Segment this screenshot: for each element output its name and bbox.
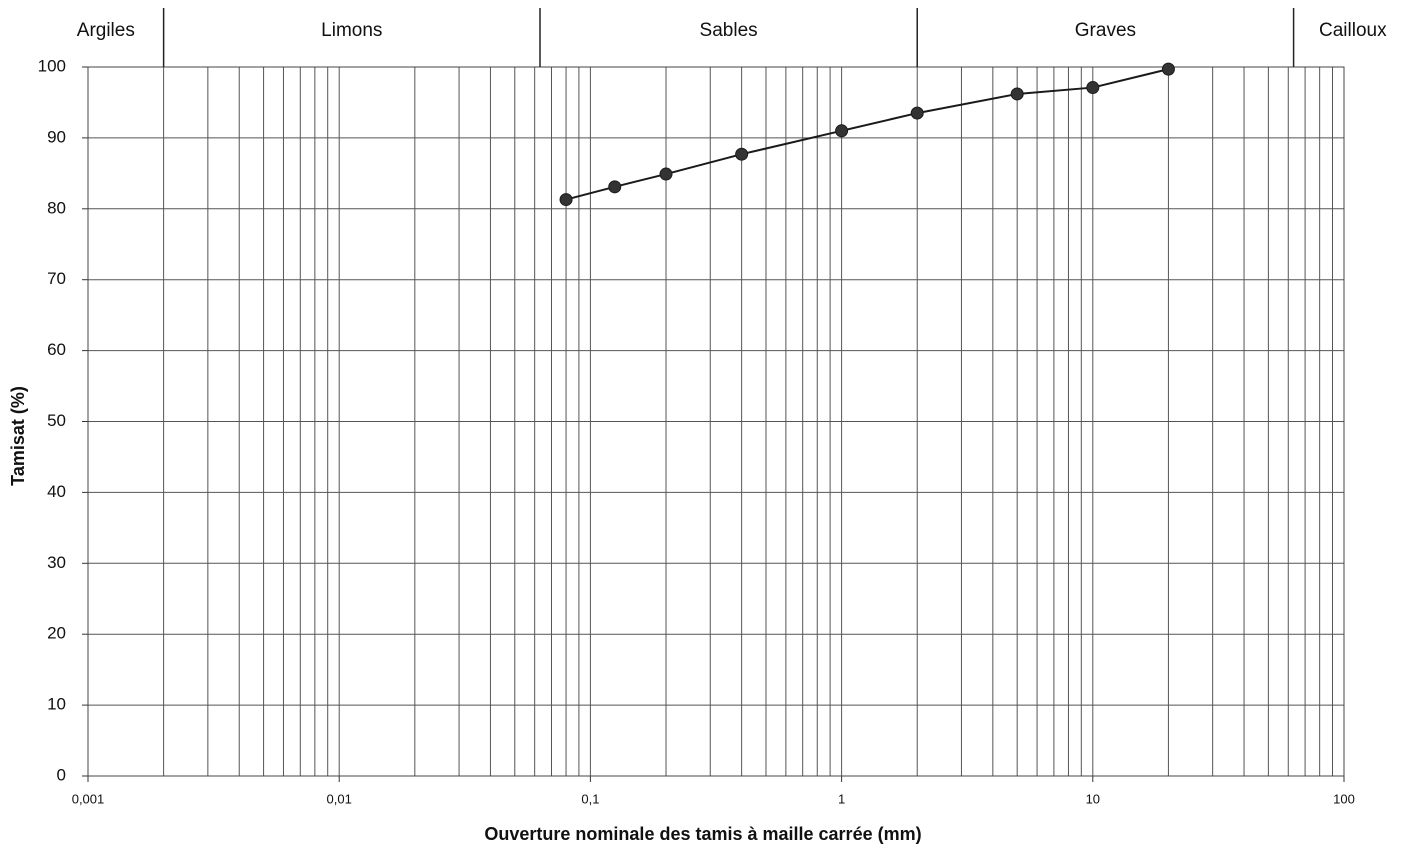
x-tick-label: 0,001 (72, 791, 105, 806)
data-line (565, 68, 1169, 201)
zone-label: Argiles (77, 20, 135, 41)
data-point (735, 147, 749, 161)
y-tick-label: 30 (47, 553, 66, 572)
data-point (659, 167, 673, 181)
data-point (1010, 87, 1024, 101)
y-tick-label: 40 (47, 482, 66, 501)
x-tick-label: 10 (1086, 791, 1100, 806)
x-tick-label: 1 (838, 791, 845, 806)
data-point (1086, 81, 1100, 95)
plot-frame (87, 66, 1345, 777)
zone-label: Graves (1075, 20, 1136, 41)
y-tick-label: 20 (47, 624, 66, 643)
data-point (1161, 62, 1175, 76)
data-point (559, 193, 573, 207)
data-point (608, 180, 622, 194)
y-tick-label: 90 (47, 127, 66, 146)
y-tick-label: 100 (38, 56, 66, 75)
zone-label: Cailloux (1319, 20, 1387, 41)
y-tick-label: 60 (47, 340, 66, 359)
data-point (835, 124, 849, 138)
x-tick-label: 0,01 (327, 791, 352, 806)
x-axis-title: Ouverture nominale des tamis à maille ca… (484, 824, 921, 844)
x-tick-label: 0,1 (581, 791, 599, 806)
zone-label: Limons (321, 20, 382, 41)
y-tick-label: 0 (57, 765, 66, 784)
y-tick-label: 70 (47, 269, 66, 288)
x-tick-label: 100 (1333, 791, 1355, 806)
y-tick-label: 10 (47, 695, 66, 714)
y-tick-label: 50 (47, 411, 66, 430)
zone-label: Sables (700, 20, 758, 41)
data-point (910, 106, 924, 120)
y-axis-title: Tamisat (%) (8, 386, 28, 486)
y-tick-label: 80 (47, 198, 66, 217)
